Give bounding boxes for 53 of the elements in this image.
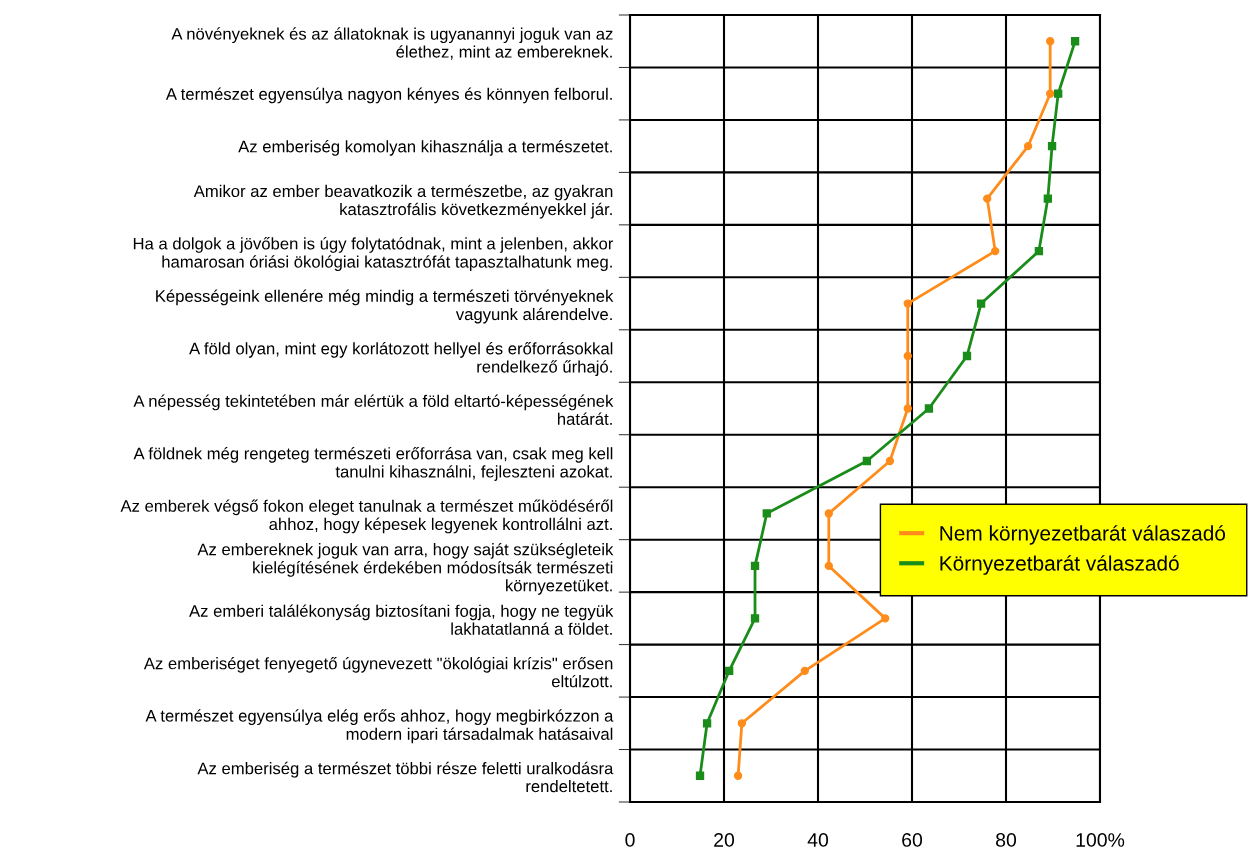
y-tick-label: A természet egyensúlya nagyon kényes és könnyen felborul. xyxy=(165,87,612,104)
y-tick-label: Az embereknek joguk van arra, hogy saját szükségleteik kielégítésének érdekében módosítsák természeti környezetüket. xyxy=(197,542,614,595)
point xyxy=(962,351,972,361)
y-tick-label: Az emberiség komolyan kihasználja a természetet. xyxy=(238,140,612,156)
y-tick-label: Az emberiséget fenyegető úgynevezett "ökológiai krízis" erősen eltúlzott. xyxy=(143,656,613,688)
y-tick-label: Ha a dolgok a jövőben is úgy folytatódnak, mint a jelenben, akkor hamarosan óriási ökológiai katasztrófát tapasztalhatunk meg. xyxy=(133,237,614,272)
point xyxy=(903,351,912,361)
y-tick-label: A népesség tekintetében már elértük a föld eltartó-képességének határát. xyxy=(133,394,614,425)
point xyxy=(1034,246,1044,256)
point xyxy=(702,719,712,728)
point xyxy=(983,194,992,203)
point xyxy=(1046,89,1055,98)
x-tick-label: 100% xyxy=(1076,833,1125,847)
y-tick-label: Az emberi találékonyság biztosítani fogja, hogy ne tegyük lakhatatlanná a földet. xyxy=(189,604,614,635)
y-tick-label: Az emberek végső fokon eleget tanulnak a természet működéséről ahhoz, hogy képesek legyenek kontrollálni azt. xyxy=(120,499,613,534)
point xyxy=(976,299,986,308)
point xyxy=(1023,141,1033,151)
point xyxy=(824,509,833,518)
point xyxy=(924,404,934,413)
point xyxy=(750,561,760,571)
point xyxy=(991,246,1000,256)
x-tick-label: 60 xyxy=(902,833,923,847)
point xyxy=(862,456,872,466)
point xyxy=(824,561,833,571)
legend-label: Környezetbarát válaszadó xyxy=(940,555,1179,575)
y-tick-label: A természet egyensúlya elég erős ahhoz, hogy megbirkózzon a modern ipari társadalmak hatásaival xyxy=(145,709,614,744)
point xyxy=(725,666,734,676)
point xyxy=(1043,194,1052,203)
y-tick-label: A növényeknek és az állatoknak is ugyanannyi joguk van az élethez, mint az embereknek. xyxy=(171,27,613,60)
point xyxy=(762,509,771,518)
point xyxy=(695,771,705,780)
point xyxy=(881,614,890,623)
point xyxy=(1054,89,1063,98)
y-tick-label: A föld olyan, mint egy korlátozott hellyel és erőforrásokkal rendelkező űrhajó. xyxy=(189,342,613,376)
legend-label: Nem környezetbarát válaszadó xyxy=(940,525,1226,545)
x-tick-label: 0 xyxy=(625,833,635,847)
point xyxy=(1070,37,1080,46)
point xyxy=(800,666,810,676)
y-tick-label: A földnek még rengeteg természeti erőforrása van, csak meg kell tanulni kihasználni, fejleszteni azokat. xyxy=(133,446,613,481)
point xyxy=(737,719,747,728)
x-tick-label: 80 xyxy=(996,833,1017,847)
point xyxy=(903,404,912,413)
point xyxy=(1047,141,1057,151)
y-tick-label: Amikor az ember beavatkozik a természetbe, az gyakran katasztrofális következményekkel jár. xyxy=(193,184,613,219)
point xyxy=(885,456,895,466)
point xyxy=(1046,37,1055,46)
point xyxy=(750,614,760,623)
x-tick-label: 20 xyxy=(714,833,735,847)
y-tick-label: Az emberiség a természet többi része feletti uralkodásra rendeltetett. xyxy=(197,761,614,793)
point xyxy=(903,299,912,308)
point xyxy=(733,771,743,780)
x-tick-label: 40 xyxy=(807,833,829,847)
y-tick-label: Képességeink ellenére még mindig a természeti törvényeknek vagyunk alárendelve. xyxy=(156,289,614,324)
